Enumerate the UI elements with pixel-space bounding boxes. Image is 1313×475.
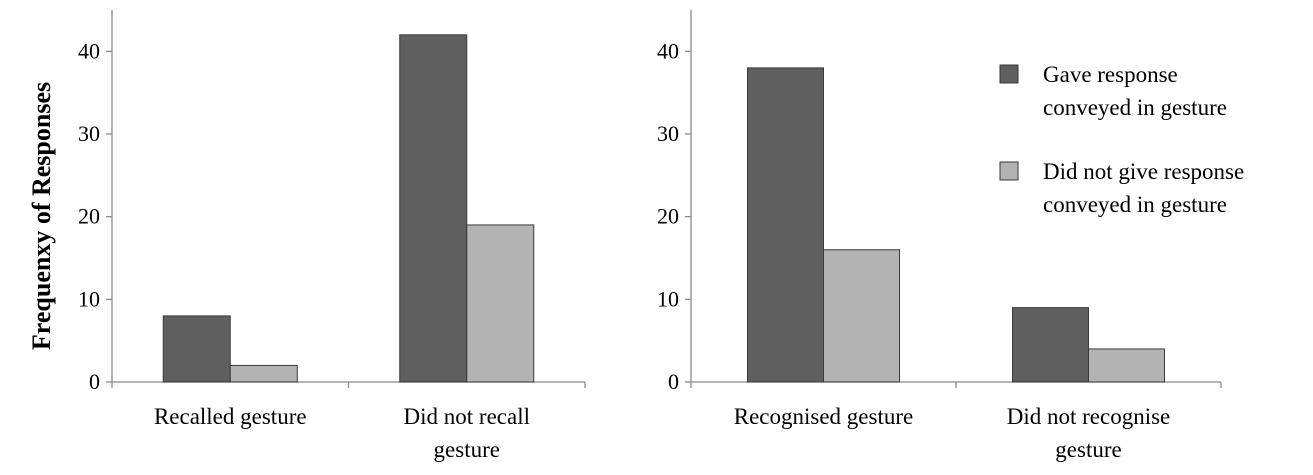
y-tick-label: 20 (657, 204, 679, 229)
y-tick-label: 40 (657, 38, 679, 63)
legend-entry-line: Did not give response (1043, 159, 1244, 184)
x-category-label: Did not recognise gesture (1007, 404, 1171, 462)
y-tick-label: 0 (89, 369, 100, 394)
x-category-label-line: Did not recognise (1007, 404, 1171, 429)
x-category-label-line: Recognised gesture (734, 404, 913, 429)
legend-entry-line: Gave response (1043, 62, 1178, 87)
bar-series-2-category-2 (466, 224, 535, 383)
bar-series-1-category-2 (399, 34, 468, 383)
legend-entry-1: Gave response conveyed in gesture (1043, 62, 1227, 120)
y-tick-label: 0 (668, 369, 679, 394)
legend-entry-line: conveyed in gesture (1043, 95, 1227, 120)
y-tick-label: 10 (78, 286, 100, 311)
x-category-label: Recalled gesture (154, 404, 307, 429)
bar-series-1-category-1 (747, 67, 824, 383)
y-tick-label: 30 (657, 121, 679, 146)
legend-swatch-1 (999, 64, 1019, 84)
bar-series-2-category-1 (823, 249, 900, 383)
bar-series-1-category-2 (1012, 307, 1089, 383)
x-category-label: Did not recall gesture (404, 404, 530, 462)
x-category-label-line: gesture (1055, 437, 1121, 462)
x-category-label-line: Did not recall (404, 404, 530, 429)
bar-series-1-category-1 (162, 315, 231, 383)
x-category-label-line: Recalled gesture (154, 404, 307, 429)
chart-panel-1: 0 10 20 30 40 Recalled gesture Did not recall g… (27, 10, 586, 462)
legend-swatch-2 (999, 161, 1019, 181)
legend-entry-2: Did not give response conveyed in gesture (1043, 159, 1244, 217)
y-tick-label: 20 (78, 204, 100, 229)
x-category-label: Recognised gesture (734, 404, 913, 429)
chart-panel-2: 0 10 20 30 40 Recognised gesture Did not recog… (657, 10, 1244, 462)
y-tick-label: 10 (657, 286, 679, 311)
bar-series-2-category-1 (229, 364, 298, 383)
y-tick-label: 40 (78, 38, 100, 63)
legend-entry-line: conveyed in gesture (1043, 192, 1227, 217)
y-tick-label: 30 (78, 121, 100, 146)
bar-series-2-category-2 (1088, 348, 1165, 383)
y-axis-title: Frequenxy of Responses (27, 82, 56, 350)
x-category-label-line: gesture (434, 437, 500, 462)
